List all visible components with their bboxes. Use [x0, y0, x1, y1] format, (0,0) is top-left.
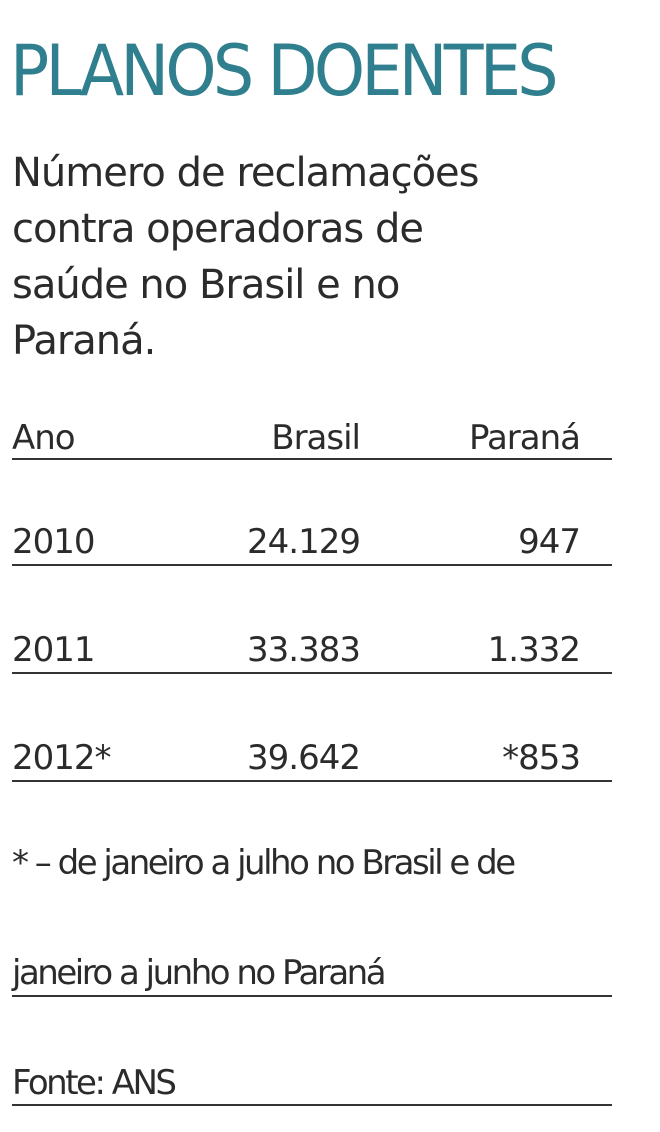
- table-cell: 1.332: [487, 630, 581, 670]
- footnote-line: * – de janeiro a julho no Brasil e de: [12, 843, 516, 883]
- table-cell: 2010: [12, 522, 96, 562]
- subtitle-line: saúde no Brasil e no: [12, 262, 400, 308]
- footnote-rule: [12, 995, 612, 997]
- column-header: Paraná: [468, 418, 581, 458]
- table-cell: 2012*: [12, 738, 112, 778]
- table-cell: *853: [502, 738, 581, 778]
- column-header: Ano: [12, 418, 76, 458]
- source: Fonte: ANS: [12, 1063, 177, 1103]
- subtitle-line: contra operadoras de: [12, 206, 424, 252]
- row-rule: [12, 564, 612, 566]
- column-header: Brasil: [271, 418, 361, 458]
- table-cell: 24.129: [247, 522, 361, 562]
- title: PLANOS DOENTES: [10, 30, 559, 112]
- footnote-line: janeiro a junho no Paraná: [12, 953, 387, 993]
- header-rule: [12, 458, 612, 460]
- table-cell: 33.383: [247, 630, 361, 670]
- row-rule: [12, 780, 612, 782]
- source-rule: [12, 1104, 612, 1106]
- row-rule: [12, 672, 612, 674]
- table-cell: 947: [518, 522, 581, 562]
- subtitle-line: Número de reclamações: [12, 150, 479, 196]
- table-cell: 2011: [12, 630, 96, 670]
- subtitle-line: Paraná.: [12, 318, 156, 364]
- table-cell: 39.642: [247, 738, 361, 778]
